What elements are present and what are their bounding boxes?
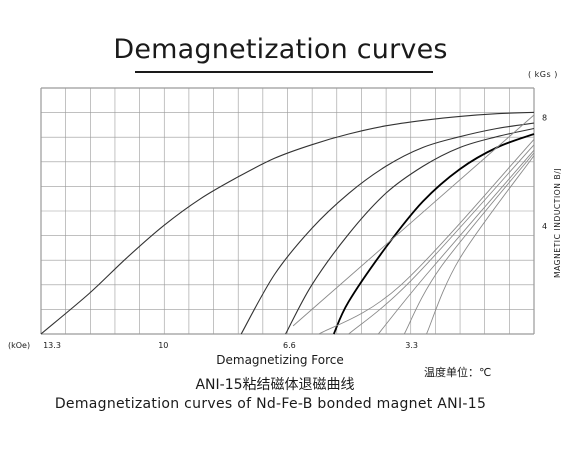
title-underline <box>135 71 433 73</box>
x-unit-label: (kOe) <box>8 341 30 350</box>
demag-curve-1 <box>40 111 535 335</box>
caption-chinese: ANI-15粘结磁体退磁曲线 <box>195 377 355 393</box>
demag-curve-5 <box>318 139 535 335</box>
y-tick-labels: 48 <box>542 114 547 231</box>
x-axis-label: Demagnetizing Force <box>216 353 344 367</box>
x-tick-labels: (kOe) 13.3 10 6.6 3.3 <box>8 341 418 350</box>
y-axis-label: MAGNETIC INDUCTION B/J <box>553 167 561 278</box>
demag-curve-4 <box>332 133 535 335</box>
y-tick-label: 4 <box>542 222 547 231</box>
demag-curve-7 <box>377 149 535 335</box>
demag-curve-2 <box>240 122 535 335</box>
demag-curve-10 <box>292 114 535 327</box>
x-tick-label: 10 <box>158 341 168 350</box>
demag-curve-9 <box>426 155 535 335</box>
x-tick-label: 3.3 <box>405 341 418 350</box>
y-tick-label: 8 <box>542 114 547 123</box>
demag-curve-8 <box>403 152 535 335</box>
demag-curve-6 <box>348 144 535 335</box>
chart-curves <box>40 111 535 335</box>
demag-curve-3 <box>285 127 535 335</box>
chart-grid <box>40 87 535 335</box>
y-unit-label: ( kGs ) <box>528 70 558 79</box>
temperature-unit-note: 温度单位：℃ <box>424 366 492 379</box>
chart-title: Demagnetization curves <box>113 34 448 65</box>
caption-english: Demagnetization curves of Nd-Fe-B bonded… <box>54 396 487 412</box>
x-tick-label: 6.6 <box>283 341 296 350</box>
x-tick-label: 13.3 <box>43 341 61 350</box>
